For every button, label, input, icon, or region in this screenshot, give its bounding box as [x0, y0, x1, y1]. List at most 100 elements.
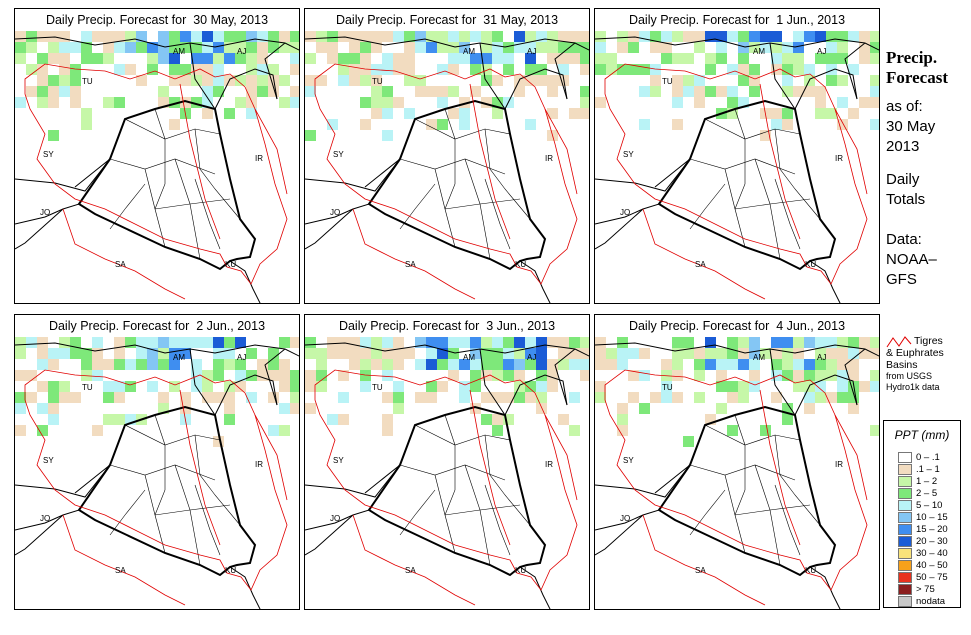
precip-cell	[305, 403, 316, 414]
ppt-legend-row: 2 – 5	[898, 487, 937, 499]
precip-cell	[672, 359, 683, 370]
precip-cell	[360, 64, 371, 75]
precip-cell	[804, 403, 815, 414]
precip-cell	[279, 42, 290, 53]
basin-boundary	[62, 514, 186, 606]
precip-cell	[525, 31, 536, 42]
precip-cell	[15, 425, 26, 436]
precip-cell	[180, 403, 191, 414]
country-boundary	[769, 348, 796, 416]
precip-cell	[213, 42, 224, 53]
precip-cell	[606, 64, 617, 75]
precip-cell	[661, 42, 672, 53]
precip-cell	[37, 359, 48, 370]
precip-cell	[169, 42, 180, 53]
precip-cell	[202, 370, 213, 381]
precip-cell	[859, 31, 870, 42]
precip-cell	[213, 359, 224, 370]
precip-cell	[536, 337, 547, 348]
precip-cell	[169, 381, 180, 392]
province-boundary	[774, 178, 801, 250]
precip-cell	[257, 86, 268, 97]
province-boundary	[734, 445, 746, 516]
precip-cell	[793, 31, 804, 42]
country-boundary	[844, 348, 866, 406]
precip-cell	[492, 75, 503, 86]
country-boundary	[15, 342, 299, 357]
precip-cell	[114, 64, 125, 75]
precip-cell	[180, 392, 191, 403]
precip-cell	[191, 337, 202, 348]
precip-cell	[683, 436, 694, 447]
precip-cell	[382, 97, 393, 108]
ppt-legend-row: 20 – 30	[898, 535, 948, 547]
precip-cell	[136, 337, 147, 348]
precip-cell	[481, 359, 492, 370]
precip-cell	[694, 42, 705, 53]
precip-cell	[268, 392, 279, 403]
ppt-swatch	[898, 523, 912, 535]
precip-cell	[316, 381, 327, 392]
precip-cell	[360, 337, 371, 348]
province-boundary	[689, 464, 796, 481]
precip-cell	[257, 370, 268, 381]
precip-cell	[147, 64, 158, 75]
precip-cell	[169, 337, 180, 348]
precip-cell	[404, 108, 415, 119]
precip-cell	[580, 337, 589, 348]
ppt-legend-row: .1 – 1	[898, 463, 940, 475]
country-label: AJ	[527, 47, 536, 56]
precip-cell	[235, 31, 246, 42]
precip-cell	[382, 31, 393, 42]
precip-cell	[235, 97, 246, 108]
precip-cell	[202, 337, 213, 348]
precip-cell	[459, 392, 470, 403]
precip-cells	[595, 337, 879, 447]
country-label: SY	[43, 150, 54, 159]
country-label: SY	[43, 456, 54, 465]
precip-cell	[749, 348, 760, 359]
precip-cell	[305, 337, 316, 348]
precip-cell	[870, 86, 879, 97]
precip-cell	[426, 392, 437, 403]
precip-cell	[694, 359, 705, 370]
country-boundary	[479, 348, 506, 416]
precip-cell	[349, 31, 360, 42]
map-panel-2: Daily Precip. Forecast for 31 May, 2013 …	[304, 8, 590, 304]
precip-cell	[694, 97, 705, 108]
precip-cell	[191, 97, 202, 108]
precip-cell	[716, 359, 727, 370]
precip-cell	[59, 53, 70, 64]
precip-cell	[114, 414, 125, 425]
country-boundary	[305, 208, 354, 250]
province-boundary	[399, 158, 506, 175]
country-label: SA	[695, 260, 706, 269]
country-label: SA	[695, 566, 706, 575]
precip-cell	[595, 53, 606, 64]
precip-cell	[158, 42, 169, 53]
precip-cell	[59, 381, 70, 392]
country-label: JO	[620, 514, 630, 523]
ppt-swatch	[898, 595, 912, 607]
precip-cell	[202, 381, 213, 392]
precip-cell	[371, 348, 382, 359]
precip-cell	[437, 64, 448, 75]
precip-cell	[26, 370, 37, 381]
precip-cell	[547, 370, 558, 381]
precip-cell	[246, 108, 257, 119]
ppt-legend-row: 30 – 40	[898, 547, 948, 559]
precip-cell	[525, 64, 536, 75]
precip-cell	[305, 381, 316, 392]
precip-cell	[59, 348, 70, 359]
province-boundary	[689, 183, 726, 230]
precip-cell	[727, 337, 738, 348]
precip-cell	[246, 75, 257, 86]
precip-cell	[558, 414, 569, 425]
country-label: IR	[545, 460, 553, 469]
precip-cell	[705, 348, 716, 359]
precip-cell	[426, 31, 437, 42]
precip-cell	[114, 337, 125, 348]
basin-boundary	[759, 389, 801, 546]
precip-cell	[202, 42, 213, 53]
precip-cell	[37, 86, 48, 97]
